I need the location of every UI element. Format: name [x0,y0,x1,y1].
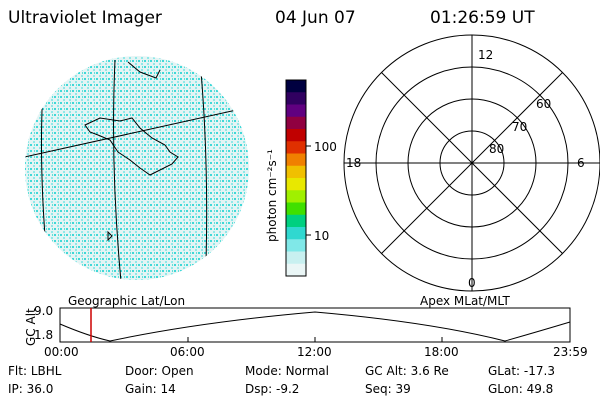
colorbar-stripe [286,178,306,191]
coastline [127,61,161,79]
polar-label-60: 60 [536,97,552,111]
timeline-x-tick: 23:59 [553,345,588,359]
colorbar-stripe [286,92,306,105]
colorbar-stripe [286,214,306,228]
longitude-line [113,59,123,280]
colorbar-stripe [286,104,306,118]
uv-image-disk [25,56,249,280]
time-label: 01:26:59 UT [430,8,535,28]
colorbar-stripe [286,251,306,265]
status-flt: Flt: LBHL [8,364,62,378]
status-gain: Gain: 14 [125,382,176,396]
status-seq: Seq: 39 [365,382,411,396]
date-label: 04 Jun 07 [275,8,356,28]
timeline-left-label: Geographic Lat/Lon [68,294,186,308]
polar-label-12: 12 [478,48,494,62]
colorbar-stripe [286,165,306,179]
colorbar-tick-10: 10 [314,229,330,243]
colorbar-stripe [286,239,306,252]
polar-label-18: 18 [346,156,362,170]
instrument-title: Ultraviolet Imager [8,8,162,28]
timeline-x-tick: 00:00 [44,345,79,359]
status-glon: GLon: 49.8 [488,382,554,396]
status-dsp: Dsp: -9.2 [245,382,300,396]
coastline [84,117,179,176]
colorbar-stripe [286,80,306,93]
status-gc-alt: GC Alt: 3.6 Re [365,364,449,378]
colorbar [285,79,311,277]
timeline-y-bottom: 1.8 [34,328,54,342]
polar-label-6: 6 [577,156,585,170]
colorbar-stripe [286,141,306,154]
polar-label-80: 80 [489,142,505,156]
timeline-right-label: Apex MLat/MLT [420,294,510,308]
timeline-plot [59,307,571,343]
colorbar-stripe [286,153,306,167]
colorbar-stripe [286,227,306,240]
timeline-x-tick: 18:00 [424,345,459,359]
status-mode: Mode: Normal [245,364,329,378]
colorbar-tick-100: 100 [314,140,337,154]
colorbar-stripe [286,116,306,130]
colorbar-unit-label: photon cm⁻²s⁻¹ [265,149,279,242]
colorbar-stripe [286,202,306,216]
colorbar-stripe [286,129,306,142]
polar-label-0: 0 [468,276,476,290]
polar-plot [343,34,600,292]
timeline-x-tick: 06:00 [170,345,205,359]
coastline [107,230,113,242]
latitude-line [25,106,249,159]
timeline-x-tick: 12:00 [297,345,332,359]
polar-label-70: 70 [512,120,528,134]
colorbar-stripe [286,190,306,203]
timeline-y-top: 9.0 [34,304,54,318]
altitude-curve [59,311,571,342]
colorbar-stripe [286,263,306,277]
status-glat: GLat: -17.3 [488,364,555,378]
status-door: Door: Open [125,364,194,378]
status-ip: IP: 36.0 [8,382,54,396]
